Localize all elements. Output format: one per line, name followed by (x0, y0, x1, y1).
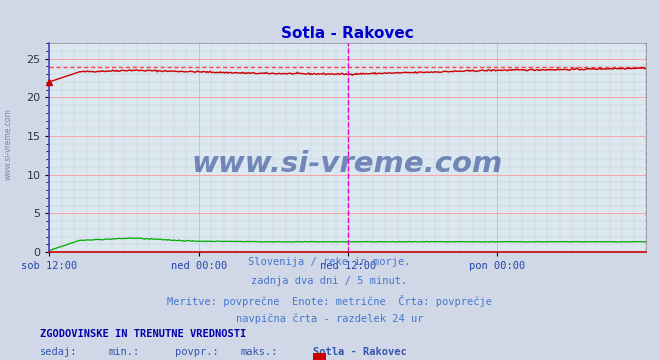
Text: sedaj:: sedaj: (40, 347, 77, 357)
Text: zadnja dva dni / 5 minut.: zadnja dva dni / 5 minut. (251, 276, 408, 286)
Text: Sotla - Rakovec: Sotla - Rakovec (313, 347, 407, 357)
Text: Slovenija / reke in morje.: Slovenija / reke in morje. (248, 257, 411, 267)
Text: maks.:: maks.: (241, 347, 278, 357)
Text: www.si-vreme.com: www.si-vreme.com (192, 150, 503, 178)
Text: povpr.:: povpr.: (175, 347, 218, 357)
Text: Meritve: povprečne  Enote: metrične  Črta: povprečje: Meritve: povprečne Enote: metrične Črta:… (167, 295, 492, 307)
Title: Sotla - Rakovec: Sotla - Rakovec (281, 26, 414, 41)
Text: ZGODOVINSKE IN TRENUTNE VREDNOSTI: ZGODOVINSKE IN TRENUTNE VREDNOSTI (40, 329, 246, 339)
Text: navpična črta - razdelek 24 ur: navpična črta - razdelek 24 ur (236, 314, 423, 324)
Text: min.:: min.: (109, 347, 140, 357)
Text: www.si-vreme.com: www.si-vreme.com (3, 108, 13, 180)
